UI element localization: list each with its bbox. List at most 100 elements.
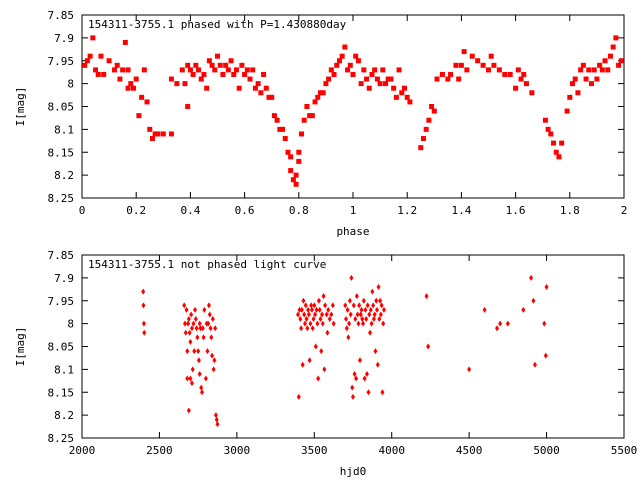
data-point — [207, 311, 212, 318]
data-point — [309, 302, 314, 309]
data-point — [182, 320, 187, 327]
data-point — [130, 85, 136, 91]
data-point — [141, 288, 146, 295]
data-point — [385, 76, 391, 82]
data-point — [271, 113, 277, 119]
data-point — [377, 316, 382, 323]
x-tick-label: 0.2 — [126, 204, 146, 217]
data-point — [215, 421, 220, 428]
data-point — [423, 126, 429, 132]
x-tick-label: 4500 — [456, 444, 483, 457]
data-point — [255, 81, 261, 87]
data-point — [364, 76, 370, 82]
data-point — [353, 316, 358, 323]
data-point — [607, 53, 613, 59]
data-point — [583, 76, 589, 82]
data-point — [351, 393, 355, 400]
data-point — [364, 316, 369, 323]
data-point — [250, 67, 256, 73]
data-point — [610, 44, 616, 50]
data-point — [277, 126, 283, 132]
data-point — [523, 81, 529, 87]
data-point — [187, 67, 193, 73]
data-point — [149, 136, 155, 142]
data-point — [505, 320, 510, 327]
data-point — [244, 67, 250, 73]
data-point — [195, 334, 200, 341]
y-axis-label: I[mag] — [14, 87, 27, 127]
data-point — [106, 58, 112, 64]
data-point — [357, 302, 362, 309]
data-point — [580, 62, 586, 68]
chart-2: 2000 2500 3000 3500 4000 4500 5000 5500 7.85 7.9 7… — [14, 249, 637, 478]
data-point — [309, 113, 315, 119]
data-point — [407, 99, 413, 105]
data-point — [502, 71, 508, 77]
data-point — [185, 104, 191, 109]
data-point — [320, 320, 325, 327]
data-point — [117, 76, 123, 82]
data-point — [521, 71, 527, 77]
data-point — [578, 67, 584, 73]
data-point — [193, 316, 198, 323]
x-tick-label: 1 — [350, 204, 357, 217]
data-point — [125, 85, 131, 91]
x-tick-label: 3000 — [224, 444, 251, 457]
data-point — [361, 297, 366, 304]
data-point — [114, 62, 120, 68]
data-point — [298, 316, 303, 323]
y-tick-label: 8.25 — [48, 192, 75, 205]
data-point — [365, 302, 370, 309]
data-point — [198, 76, 204, 82]
data-point — [186, 407, 191, 414]
data-point — [354, 375, 359, 382]
data-point — [371, 302, 376, 309]
x-axis-label: phase — [336, 225, 369, 238]
data-point — [377, 81, 383, 87]
data-point — [496, 67, 502, 73]
data-point — [361, 320, 366, 327]
data-point — [252, 85, 258, 91]
data-series — [141, 274, 549, 428]
data-point — [399, 90, 405, 96]
data-point — [448, 71, 454, 77]
data-point — [266, 94, 272, 100]
data-point — [570, 81, 576, 87]
data-point — [144, 99, 150, 105]
data-point — [128, 81, 134, 87]
data-point — [358, 311, 363, 318]
data-point — [297, 306, 302, 313]
data-point — [301, 117, 307, 123]
data-point — [597, 62, 603, 68]
data-point — [556, 154, 562, 160]
data-point — [532, 361, 537, 368]
data-point — [87, 53, 93, 59]
plot-frame — [81, 14, 625, 199]
x-tick-label: 1.2 — [397, 204, 417, 217]
data-point — [193, 62, 199, 68]
data-point — [369, 71, 375, 77]
x-tick-label: 0 — [79, 204, 86, 217]
data-point — [183, 329, 188, 336]
x-tick-label: 2 — [621, 204, 628, 217]
data-point — [404, 94, 410, 100]
data-point — [355, 311, 360, 318]
data-point — [200, 389, 205, 396]
y-tick-label: 7.85 — [48, 9, 75, 22]
data-point — [299, 325, 304, 332]
data-point — [529, 274, 534, 281]
data-point — [179, 67, 185, 73]
data-point — [350, 71, 356, 77]
data-point — [366, 389, 371, 396]
data-point — [112, 67, 118, 73]
data-point — [591, 67, 597, 73]
data-point — [327, 316, 332, 323]
data-point — [339, 53, 345, 59]
data-point — [188, 375, 193, 382]
data-point — [396, 67, 402, 73]
data-point — [347, 320, 352, 327]
data-point — [303, 302, 308, 309]
data-point — [319, 348, 324, 355]
data-point — [356, 320, 361, 327]
data-point — [375, 361, 380, 368]
